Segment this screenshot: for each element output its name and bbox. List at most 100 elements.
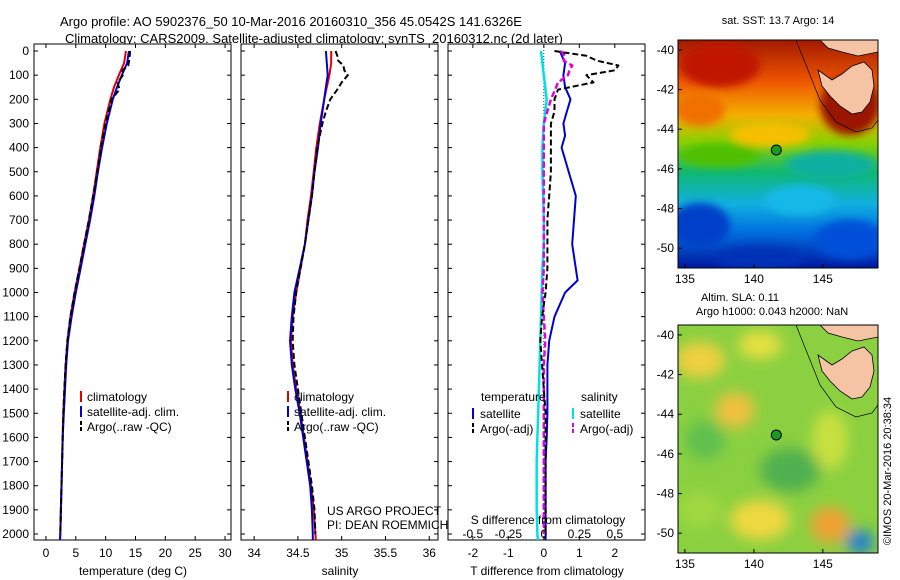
- s-tick-label: 0.25: [568, 527, 592, 541]
- depth-tick-label: 800: [9, 237, 29, 251]
- salinity-lines: [289, 50, 349, 540]
- sla-map-frame: [677, 324, 879, 554]
- s-difference-label: S difference from climatology: [471, 513, 626, 527]
- satellite-adj-clim-line: [289, 50, 329, 540]
- x-tick-label: -1: [503, 546, 514, 560]
- project-annotation-1: US ARGO PROJECT: [327, 504, 442, 518]
- map-x-tick-label: 140: [744, 557, 764, 571]
- s-tick-label: -0.25: [495, 527, 523, 541]
- x-tick-label: 20: [159, 546, 173, 560]
- depth-tick-label: 1000: [2, 286, 29, 300]
- s-tick-label: 0.5: [606, 527, 623, 541]
- map-x-tick-label: 145: [813, 557, 833, 571]
- argo-raw-qc-line: [59, 50, 132, 535]
- project-annotation-2: PI: DEAN ROEMMICH: [327, 518, 448, 532]
- map-y-tick-label: -40: [657, 43, 675, 57]
- legend-group-title: salinity: [581, 390, 618, 404]
- depth-tick-label: 1200: [2, 334, 29, 348]
- temperature-x-axis: 0 5 10 15 20 25 30: [43, 44, 232, 560]
- sla-argo-position-marker: [770, 429, 782, 441]
- depth-tick-label: 1100: [3, 310, 29, 324]
- temperature-xlabel: temperature (deg C): [79, 564, 187, 578]
- x-tick-label: 10: [99, 546, 113, 560]
- x-tick-label: 2: [611, 546, 618, 560]
- sst-map-frame: [677, 39, 879, 269]
- depth-tick-label: 1400: [2, 382, 29, 396]
- difference-lines: [535, 50, 620, 540]
- depth-axis: 0 100 200 300 400 500 600 700 800 900 1000 1100 1200…: [2, 44, 231, 541]
- map-x-tick-label: 140: [744, 272, 764, 286]
- argo-temp-diff-line: [539, 50, 620, 534]
- legend-label: satellite-adj. clim.: [87, 405, 179, 419]
- difference-x-axis: -2 -1 0 1 2: [468, 44, 618, 560]
- tasmania-land: [817, 61, 875, 115]
- sla-heatmap: [678, 325, 878, 553]
- depth-tick-label: 400: [9, 141, 29, 155]
- legend-label: satellite: [480, 407, 521, 421]
- legend-label: Argo(..raw -QC): [87, 420, 172, 434]
- map-y-tick-label: -44: [657, 407, 675, 421]
- depth-tick-label: 300: [9, 116, 29, 130]
- x-tick-label: 0: [540, 546, 547, 560]
- depth-tick-label: 1800: [2, 479, 29, 493]
- difference-panel: -2 -1 0 1 2 T difference from climatology S …: [447, 43, 646, 578]
- depth-tick-label: 1900: [2, 503, 29, 517]
- map-y-tick-label: -48: [657, 487, 675, 501]
- salinity-x-axis: 34 34.5 35 35.5 36: [247, 44, 436, 560]
- imos-credit: ©IMOS 20-Mar-2016 20:38:34: [882, 397, 894, 545]
- sla-map-axes: 135 140 145 -40 -42 -44 -46 -48 -50: [657, 328, 834, 571]
- depth-tick-label: 1300: [2, 358, 29, 372]
- legend-label: satellite: [580, 407, 621, 421]
- temperature-axes-box: [33, 43, 232, 541]
- x-tick-label: 5: [72, 546, 79, 560]
- depth-tick-label: 900: [9, 261, 29, 275]
- sat-temp-diff-line: [544, 50, 579, 540]
- salinity-depth-ticks: [241, 50, 438, 535]
- sla-mainland-land: [819, 325, 878, 342]
- legend-label: climatology: [87, 390, 147, 404]
- map-y-tick-label: -40: [657, 328, 675, 342]
- sla-map-title-2: Argo h1000: 0.043 h2000: NaN: [696, 306, 848, 318]
- x-tick-label: 1: [576, 546, 583, 560]
- map-y-tick-label: -46: [657, 162, 675, 176]
- x-tick-label: 34: [247, 546, 261, 560]
- shelf-contour: [795, 40, 878, 133]
- map-y-tick-label: -42: [657, 83, 675, 97]
- x-tick-label: 34.5: [286, 546, 310, 560]
- sst-map-axes: 135 140 145 -40 -42 -44 -46 -48 -50: [657, 43, 834, 286]
- sst-map-title: sat. SST: 13.7 Argo: 14: [722, 15, 835, 27]
- x-tick-label: 30: [218, 546, 232, 560]
- legend-label: climatology: [294, 390, 354, 404]
- depth-tick-label: 1600: [2, 430, 29, 444]
- sst-heatmap: [678, 40, 878, 268]
- legend-group-title: temperature: [481, 390, 546, 404]
- x-tick-label: 0: [43, 546, 50, 560]
- mainland-land: [819, 40, 878, 57]
- x-tick-label: 25: [189, 546, 203, 560]
- difference-depth-ticks: [448, 50, 645, 535]
- argo-raw-qc-line: [291, 50, 349, 535]
- x-tick-label: 35.5: [374, 546, 398, 560]
- map-y-tick-label: -46: [657, 447, 675, 461]
- sla-map-panel: Altim. SLA: 0.11 Argo h1000: 0.043 h2000…: [657, 292, 879, 571]
- difference-xlabel: T difference from climatology: [470, 564, 624, 578]
- map-y-tick-label: -48: [657, 202, 675, 216]
- salinity-axes-box: [240, 43, 439, 541]
- map-y-tick-label: -50: [657, 241, 675, 255]
- legend-label: Argo(-adj): [480, 422, 533, 436]
- salinity-xlabel: salinity: [322, 564, 359, 578]
- s-tick-label: -0.5: [463, 527, 484, 541]
- depth-tick-label: 500: [9, 165, 29, 179]
- legend-label: Argo(-adj): [580, 422, 633, 436]
- depth-tick-label: 0: [22, 44, 29, 58]
- header-line2: Climatology: CARS2009. Satellite-adjuste…: [65, 31, 563, 46]
- x-tick-label: 36: [423, 546, 437, 560]
- sst-map-panel: sat. SST: 13.7 Argo: 14 135 140 145 -40 -42 -…: [657, 15, 879, 286]
- sla-map-title-1: Altim. SLA: 0.11: [701, 292, 779, 304]
- map-y-tick-label: -50: [657, 526, 675, 540]
- header-line1: Argo profile: AO 5902376_50 10-Mar-2016 …: [60, 14, 522, 29]
- argo-position-marker: [770, 144, 782, 156]
